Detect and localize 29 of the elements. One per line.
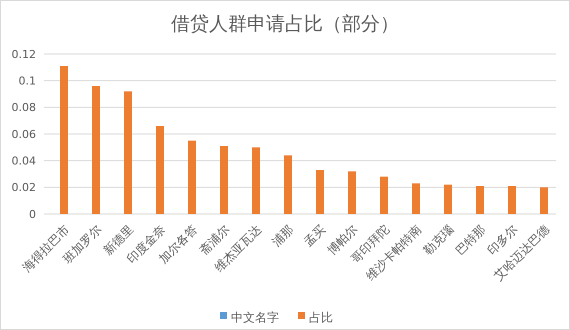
bar bbox=[380, 176, 388, 214]
bar bbox=[252, 147, 260, 214]
x-tick-label: 孟买 bbox=[301, 222, 328, 250]
bar bbox=[316, 170, 324, 214]
bar bbox=[156, 126, 164, 214]
bar bbox=[92, 86, 100, 214]
bar bbox=[444, 184, 452, 214]
chart-title: 借贷人群申请占比（部分） bbox=[171, 13, 399, 35]
bar bbox=[476, 186, 484, 214]
x-tick-label: 勒克瑙 bbox=[420, 222, 456, 258]
bar bbox=[540, 187, 548, 214]
y-tick-label: 0.06 bbox=[12, 128, 36, 141]
y-tick-label: 0.1 bbox=[18, 74, 36, 88]
bar bbox=[508, 186, 516, 214]
y-tick-label: 0.12 bbox=[12, 48, 36, 61]
bar bbox=[124, 91, 132, 214]
bar bbox=[188, 140, 196, 214]
legend-label: 中文名字 bbox=[231, 310, 279, 325]
y-tick-label: 0.04 bbox=[12, 154, 36, 168]
bar bbox=[284, 155, 292, 214]
bar bbox=[220, 146, 228, 214]
legend-label: 占比 bbox=[309, 310, 333, 325]
y-tick-label: 0.08 bbox=[12, 101, 36, 114]
x-tick-label: 浦那 bbox=[269, 222, 296, 250]
bar bbox=[348, 171, 356, 214]
y-tick-label: 0 bbox=[29, 208, 36, 221]
bar bbox=[60, 66, 68, 214]
y-tick-label: 0.02 bbox=[12, 181, 36, 194]
bar bbox=[412, 183, 420, 214]
